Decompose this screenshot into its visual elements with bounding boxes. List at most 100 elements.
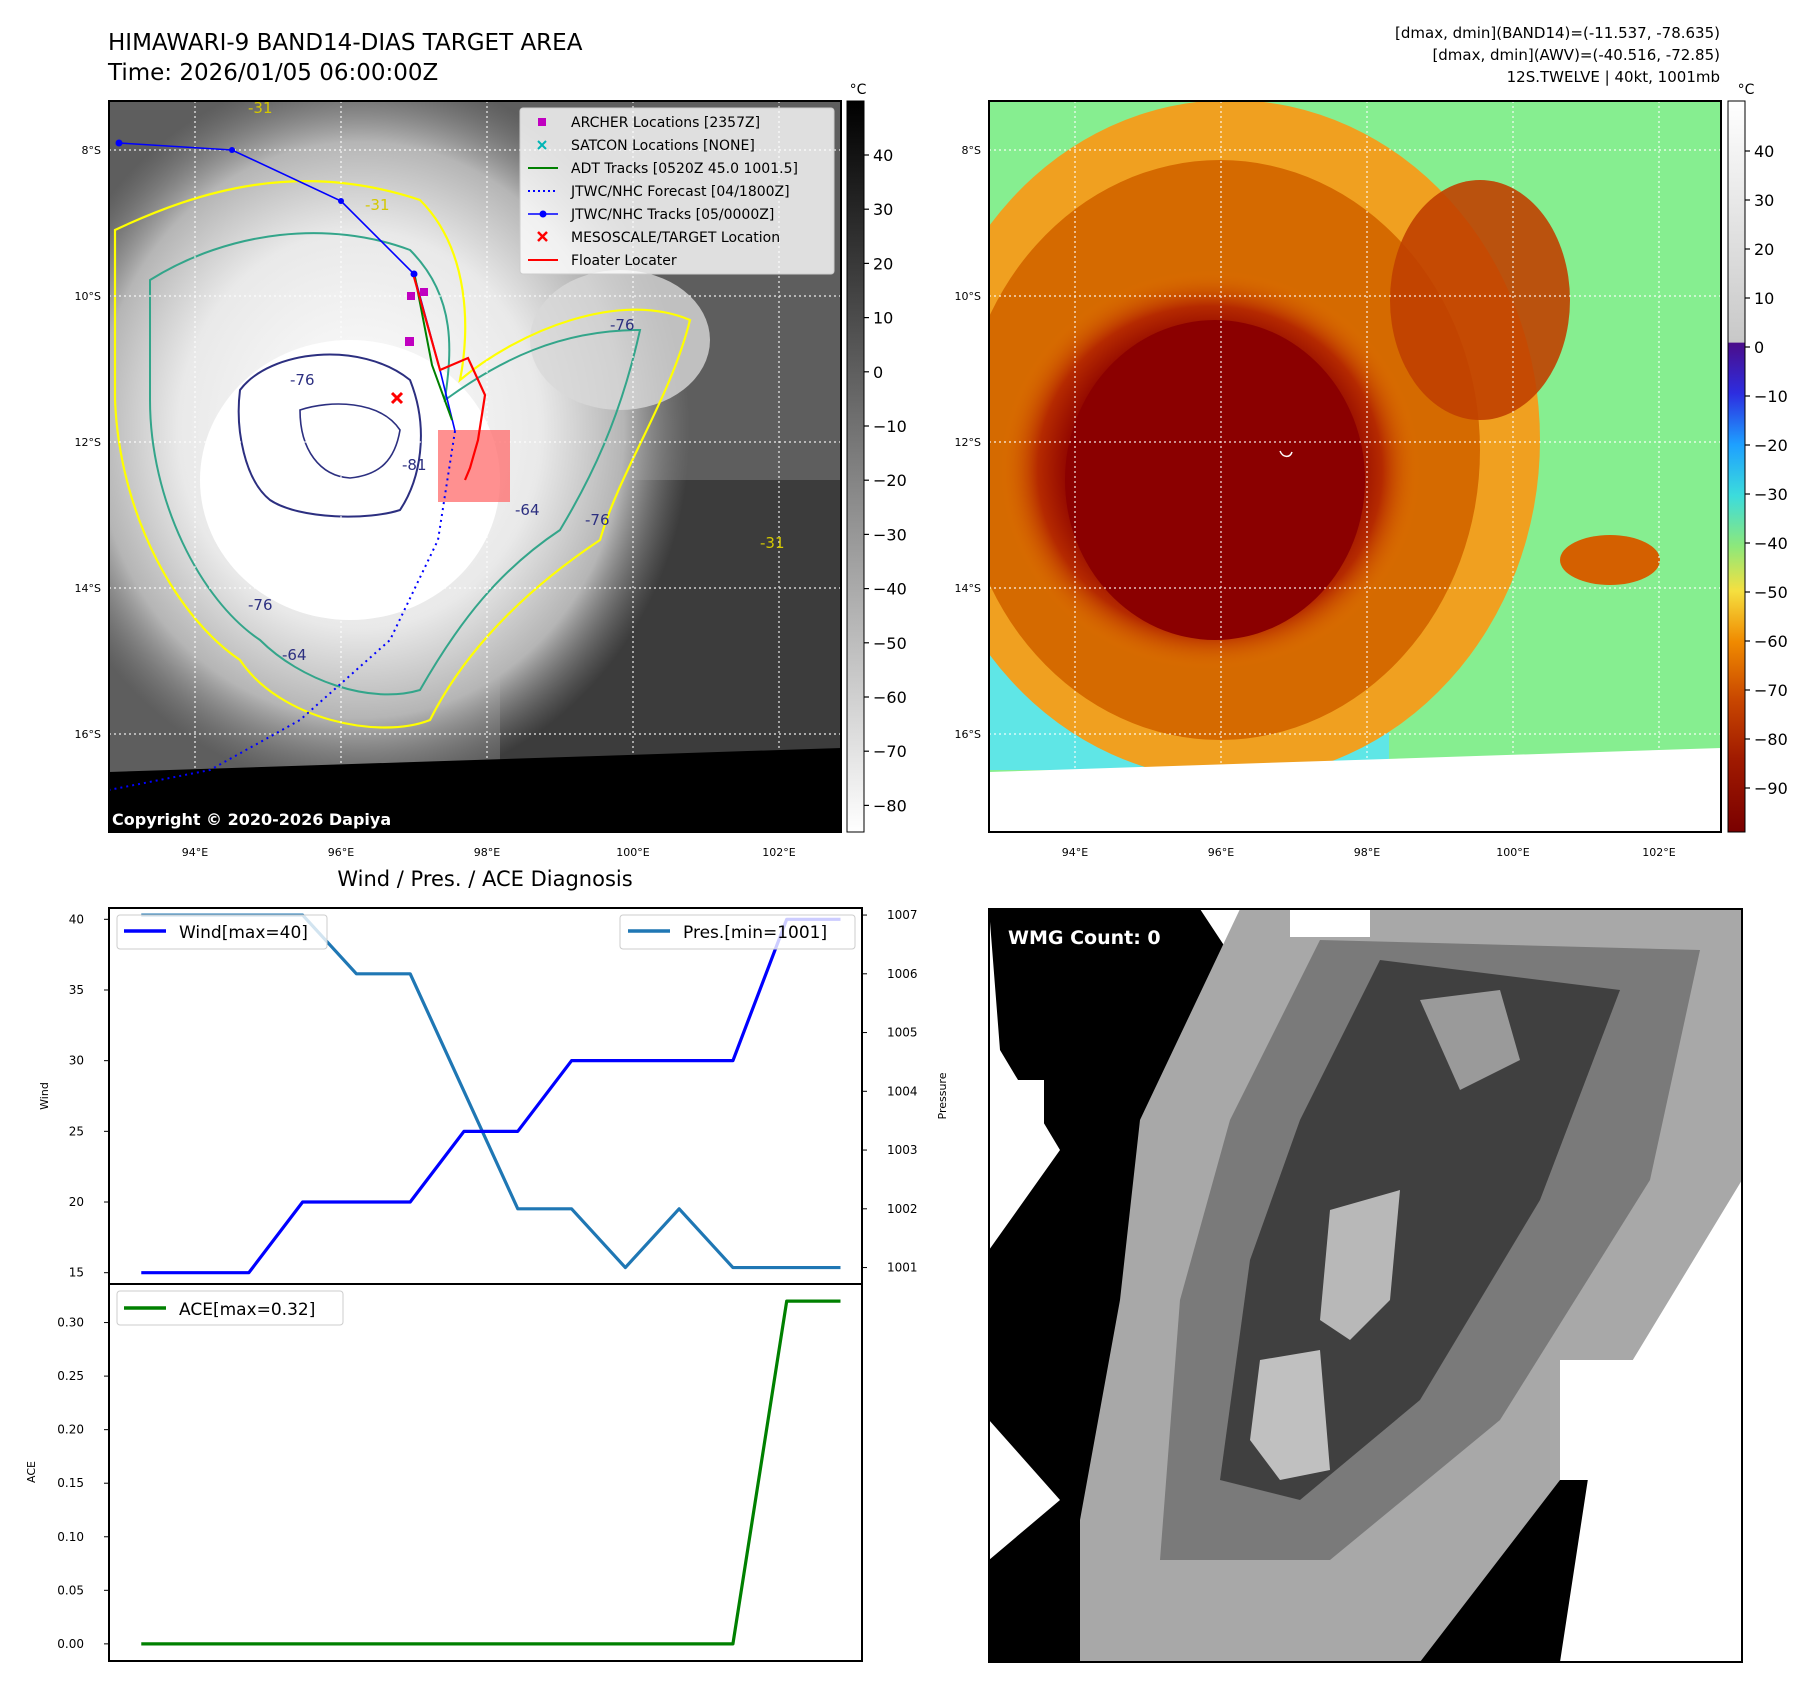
- awv-colorbar: °C 40 30 20 10 0 −10 −20 −30 −40 −50 −60 −70 −80 −90: [1727, 82, 1788, 833]
- band14-colorbar: °C 40 30 20 10 0 −10 −20 −30 −40 −50 −60 −70 −80: [846, 82, 907, 833]
- awv-imagery: [989, 101, 1721, 832]
- wmg-panel: WMG Count: 0: [988, 908, 1743, 1663]
- wind-series-line: [141, 917, 841, 1275]
- ace-legend: ACE[max=0.32]: [116, 1290, 344, 1326]
- lon-label: 96°E: [1208, 846, 1234, 859]
- band14-colorbar-tick-label: −70: [873, 742, 907, 761]
- awv-colorbar-tick-label: 10: [1754, 289, 1774, 308]
- awv-colorbar-tick-label: −30: [1754, 485, 1788, 504]
- lat-label: 8°S: [962, 144, 981, 157]
- contour-label: -81: [402, 456, 427, 474]
- ace-tick-label: 0.10: [57, 1530, 84, 1544]
- band14-colorbar-tick-label: −30: [873, 525, 907, 544]
- contour-labels: -31 -31 -76 -76 -81 -64 -76 -76 -64 -31: [248, 99, 785, 664]
- wmg-imagery: [989, 909, 1742, 1662]
- wind-tick-label: 35: [69, 983, 84, 997]
- lon-label: 100°E: [1496, 846, 1529, 859]
- pressure-tick-label: 1004: [887, 1084, 918, 1098]
- band14-colorbar-tick-label: 0: [873, 363, 883, 382]
- diagnosis-chart: Wind / Pres. / ACE Diagnosis Wind Pressu…: [25, 867, 949, 1662]
- wind-tick-label: 25: [69, 1124, 84, 1138]
- lat-label: 16°S: [955, 728, 981, 741]
- awv-colorbar-tick-label: 30: [1754, 191, 1774, 210]
- ace-axis-label: ACE: [25, 1461, 38, 1483]
- legend-item-label: JTWC/NHC Forecast [04/1800Z]: [570, 184, 790, 200]
- contour-label: -76: [248, 596, 273, 614]
- lat-label: 10°S: [955, 290, 981, 303]
- band14-colorbar-tick-label: −50: [873, 634, 907, 653]
- pressure-tick-label: 1006: [887, 967, 918, 981]
- pressure-legend: Pres.[min=1001]: [619, 914, 856, 950]
- ace-tick-label: 0.20: [57, 1423, 84, 1437]
- colorbar-unit: °C: [1738, 82, 1755, 98]
- ace-legend-label: ACE[max=0.32]: [179, 1300, 315, 1320]
- jtwc-forecast: [109, 430, 456, 791]
- contour-label: -31: [760, 534, 785, 552]
- target-box: [438, 430, 510, 502]
- wind-tick-label: 40: [69, 912, 84, 926]
- contour-label: -76: [290, 371, 315, 389]
- wind-axis-label: Wind: [38, 1082, 51, 1110]
- pressure-legend-label: Pres.[min=1001]: [683, 923, 827, 943]
- lat-label: 14°S: [75, 582, 101, 595]
- awv-colorbar-tick-label: 40: [1754, 142, 1774, 161]
- ace-series-line: [141, 1299, 841, 1646]
- awv-map-panel: 8°S 10°S 12°S 14°S 16°S 94°E 96°E 98°E 1…: [955, 82, 1788, 859]
- pressure-tick-label: 1001: [887, 1261, 918, 1275]
- contour-81: [299, 403, 401, 479]
- ace-tick-label: 0.15: [57, 1476, 84, 1490]
- contour-64: [149, 232, 642, 696]
- map-legend: ARCHER Locations [2357Z] SATCON Location…: [519, 107, 835, 275]
- band14-colorbar-tick-label: 30: [873, 200, 893, 219]
- lon-label: 102°E: [1642, 846, 1675, 859]
- lon-label: 94°E: [1062, 846, 1088, 859]
- wind-tick-label: 30: [69, 1054, 84, 1068]
- lat-label: 14°S: [955, 582, 981, 595]
- legend-jtwc-icon: [528, 210, 558, 218]
- colorbar-unit: °C: [850, 82, 867, 98]
- lat-label: 12°S: [75, 436, 101, 449]
- awv-colorbar-tick-label: −60: [1754, 632, 1788, 651]
- awv-colorbar-tick-label: 0: [1754, 338, 1764, 357]
- copyright-label: Copyright © 2020-2026 Dapiya: [112, 810, 391, 829]
- lon-label: 100°E: [616, 846, 649, 859]
- legend-archer-icon: [538, 118, 546, 126]
- wind-legend: Wind[max=40]: [116, 914, 328, 950]
- lat-label: 8°S: [82, 144, 101, 157]
- info-band14: [dmax, dmin](BAND14)=(-11.537, -78.635): [1395, 24, 1720, 42]
- lat-label: 12°S: [955, 436, 981, 449]
- ace-tick-label: 0.30: [57, 1316, 84, 1330]
- lon-label: 98°E: [1354, 846, 1380, 859]
- band14-colorbar-tick-label: −40: [873, 580, 907, 599]
- legend-item-label: ADT Tracks [0520Z 45.0 1001.5]: [571, 161, 798, 177]
- jtwc-track: [118, 142, 456, 432]
- awv-colorbar-tick-label: −90: [1754, 779, 1788, 798]
- legend-item-label: Floater Locater: [571, 253, 677, 269]
- wmg-count-label: WMG Count: 0: [1008, 927, 1161, 949]
- legend-target-icon: [537, 231, 548, 242]
- legend-item-label: ARCHER Locations [2357Z]: [571, 115, 760, 131]
- pressure-tick-label: 1003: [887, 1143, 918, 1157]
- wind-tick-label: 15: [69, 1266, 84, 1280]
- contour-label: -76: [610, 316, 635, 334]
- wind-legend-label: Wind[max=40]: [179, 923, 308, 943]
- legend-item-label: MESOSCALE/TARGET Location: [571, 230, 780, 246]
- ace-tick-label: 0.00: [57, 1637, 84, 1651]
- contour-31: [113, 180, 692, 729]
- lon-label: 94°E: [182, 846, 208, 859]
- chart-title: Wind / Pres. / ACE Diagnosis: [337, 867, 632, 891]
- contour-label: -64: [515, 501, 540, 519]
- ace-tick-label: 0.25: [57, 1369, 84, 1383]
- info-awv: [dmax, dmin](AWV)=(-40.516, -72.85): [1432, 46, 1720, 64]
- band14-colorbar-tick-label: −80: [873, 796, 907, 815]
- floater-track: [412, 276, 487, 481]
- band14-colorbar-tick-label: 10: [873, 309, 893, 328]
- figure-time: Time: 2026/01/05 06:00:00Z: [107, 60, 438, 86]
- awv-colorbar-tick-label: −40: [1754, 534, 1788, 553]
- figure-title: HIMAWARI-9 BAND14-DIAS TARGET AREA: [108, 30, 583, 56]
- wind-tick-label: 20: [69, 1195, 84, 1209]
- awv-colorbar-tick-label: −20: [1754, 436, 1788, 455]
- contour-label: -64: [282, 646, 307, 664]
- contour-76: [237, 353, 422, 518]
